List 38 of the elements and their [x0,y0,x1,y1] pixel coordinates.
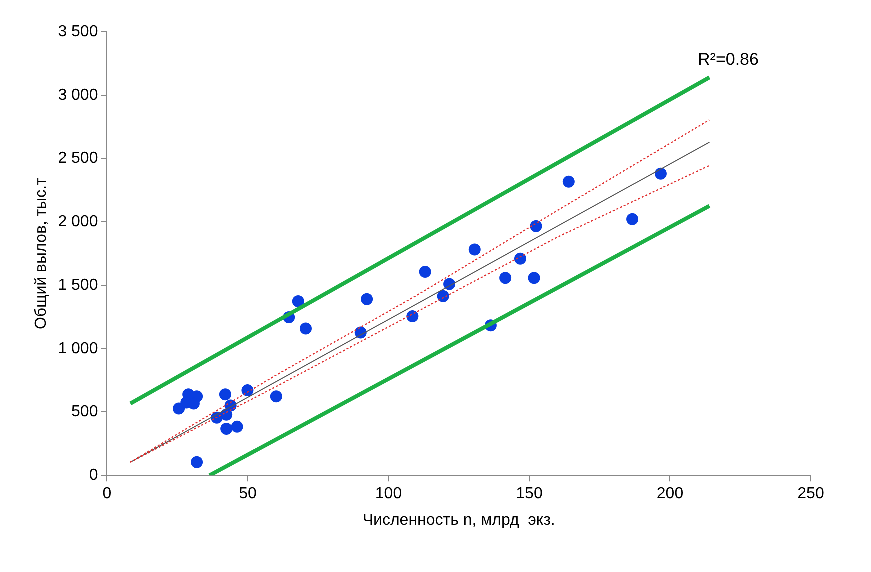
point [406,310,419,323]
point [231,420,244,433]
point [528,272,540,284]
x-tick-label: 200 [656,486,684,503]
point [626,213,639,226]
point [562,176,575,188]
point [173,402,186,415]
point [530,220,542,232]
point [468,244,481,256]
y-tick-label: 0 [89,467,98,484]
point [514,252,526,265]
x-tick-label: 250 [798,486,824,503]
point [361,293,374,306]
x-axis-title: Численность n, млрд экз. [362,512,556,529]
point [500,272,512,284]
point [419,266,432,278]
x-tick-label: 50 [239,486,257,503]
point [437,290,450,302]
x-tick-label: 0 [102,486,112,503]
point [270,390,282,403]
x-tick-label: 150 [516,486,543,503]
y-axis-title: Общий вылов, тыс.т [33,177,50,330]
y-tick-label: 2 000 [58,214,98,231]
annotation: R²=0.86 [698,50,759,70]
point [219,388,232,401]
point [654,168,667,180]
y-tick-label: 1 000 [58,340,98,358]
y-tick-label: 2 500 [58,150,98,168]
y-tick-label: 1 500 [58,276,98,294]
y-tick-label: 3 000 [58,86,98,104]
y-tick-label: 3 500 [58,23,98,40]
y-tick-label: 500 [72,404,98,421]
point [242,384,254,397]
point [191,456,204,468]
point [220,422,233,435]
point [292,295,304,308]
point [300,322,312,335]
x-tick-label: 100 [375,486,402,503]
